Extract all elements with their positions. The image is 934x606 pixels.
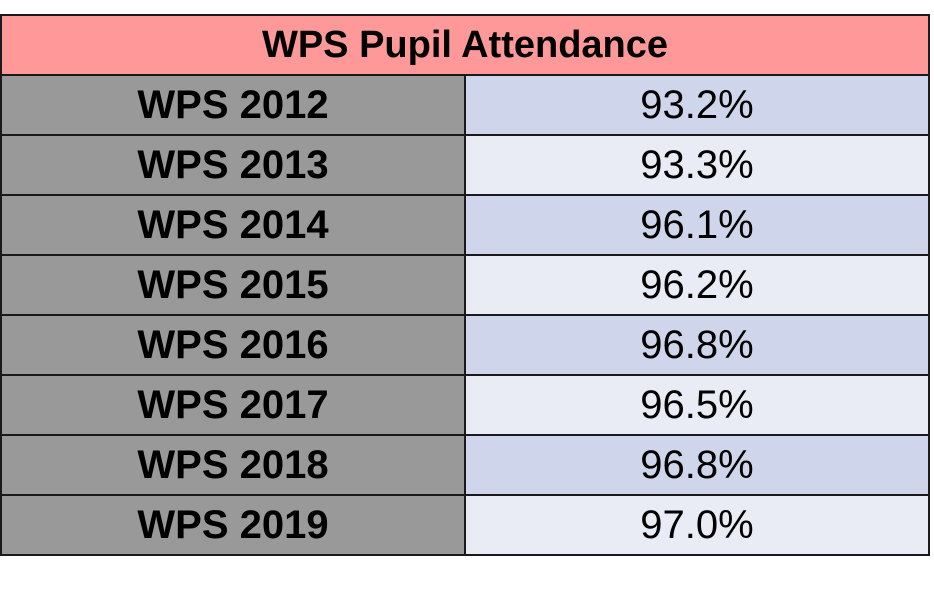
row-label: WPS 2013 — [0, 134, 466, 196]
attendance-table: WPS Pupil Attendance WPS 2012 93.2% WPS … — [0, 14, 930, 556]
row-label: WPS 2015 — [0, 254, 466, 316]
row-label: WPS 2012 — [0, 74, 466, 136]
row-value: 96.5% — [464, 374, 930, 436]
table-row: WPS 2013 93.3% — [0, 134, 930, 196]
row-value: 93.3% — [464, 134, 930, 196]
row-value: 96.2% — [464, 254, 930, 316]
row-value: 96.8% — [464, 314, 930, 376]
row-label: WPS 2018 — [0, 434, 466, 496]
row-value: 93.2% — [464, 74, 930, 136]
table-header-row: WPS Pupil Attendance — [0, 14, 930, 76]
table-row: WPS 2018 96.8% — [0, 434, 930, 496]
table-row: WPS 2019 97.0% — [0, 494, 930, 556]
table-row: WPS 2016 96.8% — [0, 314, 930, 376]
row-label: WPS 2017 — [0, 374, 466, 436]
row-label: WPS 2014 — [0, 194, 466, 256]
table-title: WPS Pupil Attendance — [0, 14, 930, 76]
table-row: WPS 2017 96.5% — [0, 374, 930, 436]
table-row: WPS 2015 96.2% — [0, 254, 930, 316]
row-label: WPS 2019 — [0, 494, 466, 556]
row-value: 96.8% — [464, 434, 930, 496]
row-value: 97.0% — [464, 494, 930, 556]
table-row: WPS 2014 96.1% — [0, 194, 930, 256]
row-value: 96.1% — [464, 194, 930, 256]
table-row: WPS 2012 93.2% — [0, 74, 930, 136]
row-label: WPS 2016 — [0, 314, 466, 376]
